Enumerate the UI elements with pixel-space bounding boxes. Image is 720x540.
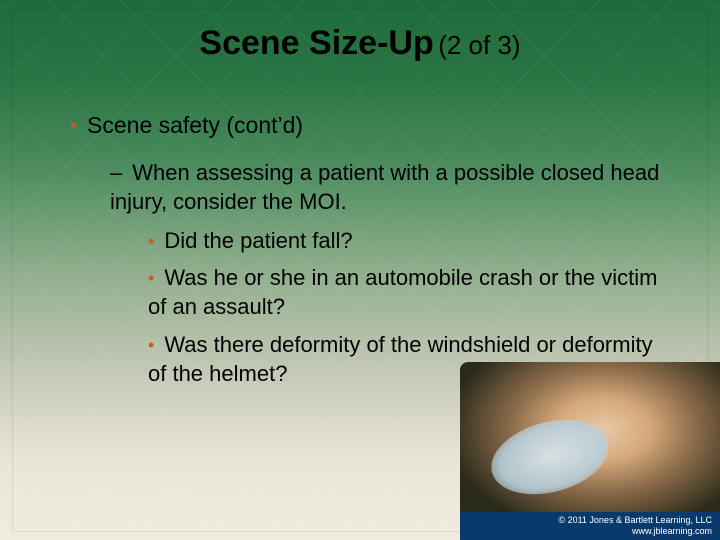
l2-text: When assessing a patient with a possible…	[110, 160, 659, 214]
bullet-icon: •	[148, 231, 154, 251]
content-area: • Scene safety (cont’d) –When assessing a…	[70, 110, 660, 396]
bullet-level3: •Was he or she in an automobile crash or…	[148, 263, 660, 321]
footer-url: www.jblearning.com	[468, 526, 712, 537]
footer: © 2011 Jones & Bartlett Learning, LLC ww…	[460, 512, 720, 540]
slide-photo	[460, 362, 720, 512]
title-main: Scene Size-Up	[199, 24, 433, 62]
l1-text: Scene safety (cont’d)	[87, 112, 303, 138]
dash-icon: –	[110, 160, 122, 185]
footer-copyright: © 2011 Jones & Bartlett Learning, LLC	[468, 515, 712, 526]
title-sub: (2 of 3)	[438, 30, 520, 60]
bullet-level3: • Did the patient fall?	[148, 226, 660, 255]
l3-text-0: Did the patient fall?	[164, 228, 352, 253]
l3-text-1: Was he or she in an automobile crash or …	[148, 265, 658, 319]
bullet-icon: •	[148, 335, 154, 355]
bullet-level2: –When assessing a patient with a possibl…	[110, 158, 660, 216]
bullet-icon: •	[148, 268, 154, 288]
bullet-level1: • Scene safety (cont’d)	[70, 110, 660, 140]
slide-title: Scene Size-Up (2 of 3)	[0, 24, 720, 63]
slide: Scene Size-Up (2 of 3) • Scene safety (co…	[0, 0, 720, 540]
bullet-icon: •	[70, 115, 77, 137]
